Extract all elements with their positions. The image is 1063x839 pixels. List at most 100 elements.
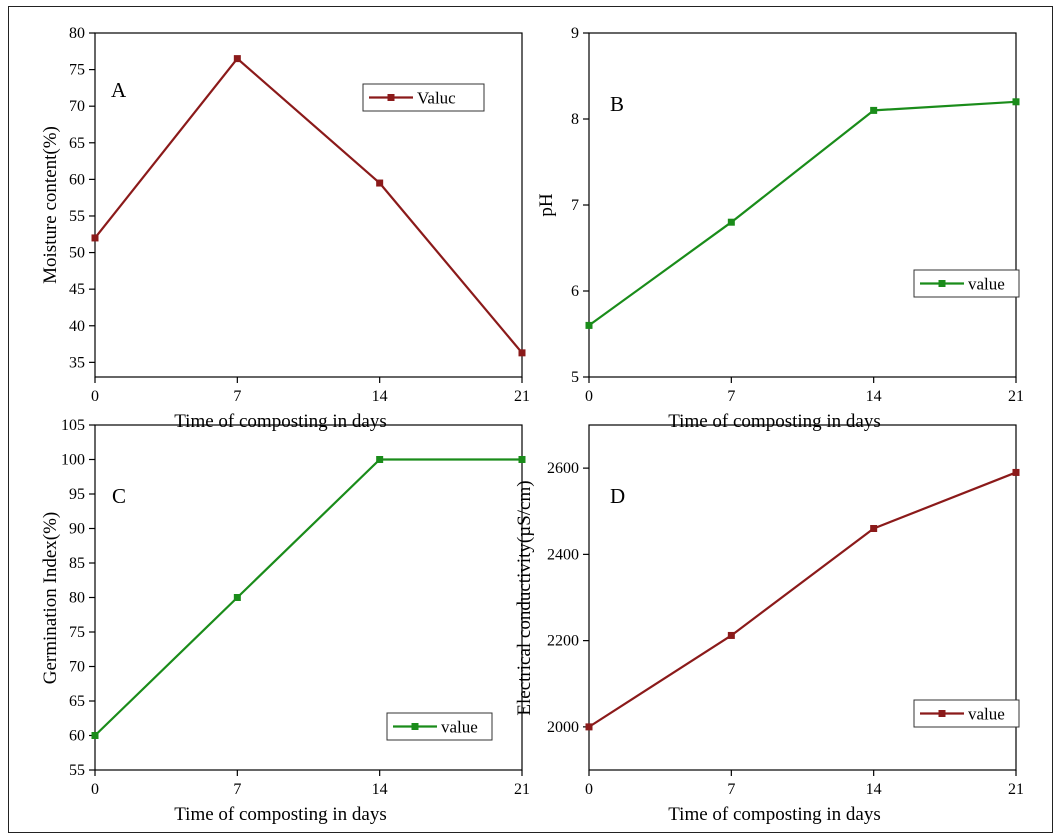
x-tick-label: 7 bbox=[233, 388, 241, 405]
y-tick-label: 6 bbox=[571, 283, 579, 300]
series-line bbox=[588, 471, 1017, 728]
y-tick-label: 2600 bbox=[547, 460, 579, 477]
legend-label: Valuc bbox=[417, 89, 456, 108]
y-axis-title: Electrical conductivity(µS/cm) bbox=[514, 480, 535, 715]
data-point-marker bbox=[518, 349, 526, 357]
y-tick-label: 100 bbox=[61, 452, 85, 469]
legend-marker-swatch bbox=[938, 280, 946, 287]
y-tick-label: 65 bbox=[69, 135, 85, 152]
x-tick-label: 14 bbox=[372, 388, 388, 405]
y-tick-label: 75 bbox=[69, 62, 85, 79]
data-point-marker bbox=[376, 456, 384, 463]
y-tick-label: 9 bbox=[571, 25, 579, 42]
y-tick-label: 55 bbox=[69, 208, 85, 225]
x-tick-label: 7 bbox=[233, 781, 241, 798]
x-tick-label: 0 bbox=[91, 388, 99, 405]
x-axis-title: Time of composting in days bbox=[174, 411, 387, 432]
y-axis-title: Germination Index(%) bbox=[40, 512, 61, 685]
y-tick-label: 60 bbox=[69, 171, 85, 188]
data-point-marker bbox=[1012, 468, 1020, 476]
legend-label: value bbox=[968, 275, 1005, 294]
panel-letter: D bbox=[610, 484, 625, 508]
legend-marker-swatch bbox=[411, 723, 419, 730]
x-tick-label: 21 bbox=[514, 781, 530, 798]
y-tick-label: 85 bbox=[69, 555, 85, 572]
x-axis-title: Time of composting in days bbox=[174, 804, 387, 825]
y-tick-label: 105 bbox=[61, 417, 85, 434]
data-point-marker bbox=[585, 321, 593, 329]
y-tick-label: 55 bbox=[69, 762, 85, 779]
y-axis-title: Moisture content(%) bbox=[40, 126, 61, 284]
x-axis-title: Time of composting in days bbox=[668, 804, 881, 825]
y-tick-label: 45 bbox=[69, 281, 85, 298]
panel-letter: B bbox=[610, 92, 624, 116]
plot-area-frame bbox=[94, 32, 523, 378]
data-point-marker bbox=[233, 594, 241, 601]
legend: value bbox=[913, 269, 1020, 298]
y-tick-label: 75 bbox=[69, 624, 85, 641]
legend: value bbox=[386, 712, 493, 741]
data-point-marker bbox=[870, 525, 878, 532]
data-point-marker bbox=[1012, 98, 1020, 106]
data-point-marker bbox=[91, 234, 99, 242]
legend-label: value bbox=[441, 718, 478, 737]
data-point-marker bbox=[727, 218, 735, 226]
x-tick-label: 21 bbox=[1008, 781, 1024, 798]
y-tick-label: 60 bbox=[69, 728, 85, 745]
plot-area-frame bbox=[588, 424, 1017, 771]
y-tick-label: 5 bbox=[571, 369, 579, 386]
legend-label: value bbox=[968, 705, 1005, 724]
legend: Valuc bbox=[362, 83, 485, 112]
y-tick-label: 70 bbox=[69, 659, 85, 676]
legend-marker-swatch bbox=[387, 94, 395, 101]
data-point-marker bbox=[727, 631, 735, 639]
series-line bbox=[588, 100, 1017, 327]
x-tick-label: 0 bbox=[91, 781, 99, 798]
legend-box bbox=[386, 712, 493, 741]
x-tick-label: 0 bbox=[585, 388, 593, 405]
y-tick-label: 70 bbox=[69, 98, 85, 115]
panel-b: 0 7 14 21 5 6 7 8 9 Time of composting in days pH B… bbox=[536, 25, 1024, 432]
panel-letter: A bbox=[111, 78, 127, 102]
y-tick-label: 8 bbox=[571, 111, 579, 128]
legend-marker-swatch bbox=[938, 710, 946, 717]
data-point-marker bbox=[91, 732, 99, 739]
y-tick-label: 80 bbox=[69, 25, 85, 42]
plot-area-frame bbox=[588, 32, 1017, 378]
data-point-marker bbox=[376, 179, 384, 187]
x-tick-label: 0 bbox=[585, 781, 593, 798]
data-point-marker bbox=[585, 723, 593, 731]
x-tick-label: 21 bbox=[1008, 388, 1024, 405]
x-tick-label: 21 bbox=[514, 388, 530, 405]
x-tick-label: 14 bbox=[866, 781, 882, 798]
figure-frame bbox=[8, 6, 1053, 833]
x-tick-label: 14 bbox=[372, 781, 388, 798]
y-tick-label: 7 bbox=[571, 197, 579, 214]
panel-d: 0 7 14 21 2000 2200 2400 2600 Time of composting… bbox=[514, 424, 1024, 825]
y-tick-label: 80 bbox=[69, 590, 85, 607]
panel-letter: C bbox=[112, 484, 126, 508]
x-tick-label: 7 bbox=[727, 388, 735, 405]
series-line bbox=[94, 57, 523, 354]
data-point-marker bbox=[233, 55, 241, 63]
y-tick-label: 95 bbox=[69, 486, 85, 503]
y-tick-label: 2000 bbox=[547, 719, 579, 736]
data-point-marker bbox=[518, 456, 526, 463]
panel-a: 0 7 14 21 35 40 45 50 55 60 65 70 75 80 Time of compos… bbox=[40, 25, 530, 432]
x-tick-label: 14 bbox=[866, 388, 882, 405]
panel-c: 0 7 14 21 55 60 65 70 75 80 85 90 95 100 105 Time of co… bbox=[40, 417, 530, 825]
x-axis-title: Time of composting in days bbox=[668, 411, 881, 432]
y-tick-label: 35 bbox=[69, 354, 85, 371]
x-tick-label: 7 bbox=[727, 781, 735, 798]
y-tick-label: 90 bbox=[69, 521, 85, 538]
y-tick-label: 2400 bbox=[547, 546, 579, 563]
y-tick-label: 40 bbox=[69, 318, 85, 335]
legend: value bbox=[913, 699, 1020, 728]
series-line bbox=[94, 458, 522, 737]
data-point-marker bbox=[870, 106, 878, 114]
y-tick-label: 2200 bbox=[547, 633, 579, 650]
y-tick-label: 50 bbox=[69, 245, 85, 262]
y-axis-title: pH bbox=[536, 193, 557, 217]
